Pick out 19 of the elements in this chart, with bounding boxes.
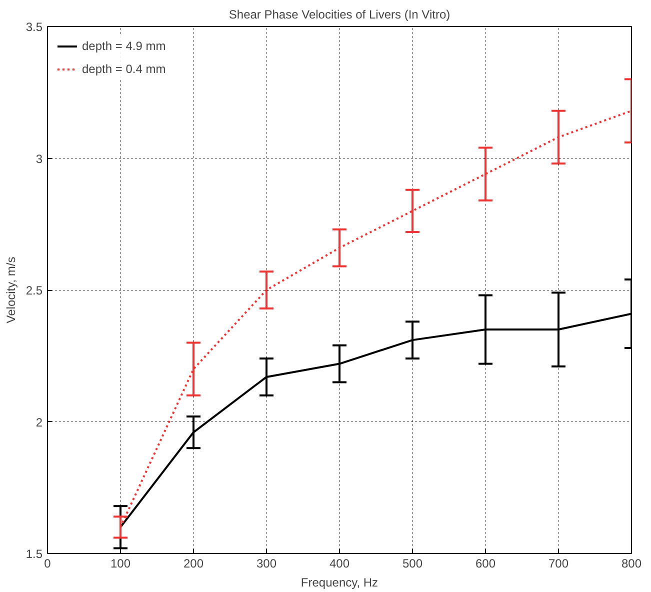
y-tick-label: 1.5 — [26, 547, 43, 561]
y-tick-label: 2.5 — [26, 284, 43, 298]
y-tick-label: 3 — [36, 152, 43, 166]
x-tick-label: 100 — [110, 556, 131, 570]
x-tick-label: 600 — [475, 556, 496, 570]
x-tick-label: 200 — [183, 556, 204, 570]
y-axis-title: Velocity, m/s — [4, 256, 18, 324]
chart-title: Shear Phase Velocities of Livers (In Vitro) — [228, 8, 450, 22]
x-axis-title: Frequency, Hz — [300, 576, 378, 590]
x-tick-label: 300 — [256, 556, 277, 570]
x-tick-label: 0 — [44, 556, 52, 570]
x-tick-label: 700 — [548, 556, 569, 570]
x-tick-label: 800 — [621, 556, 642, 570]
x-tick-label: 400 — [329, 556, 350, 570]
x-tick-label: 500 — [402, 556, 423, 570]
legend-label: depth = 0.4 mm — [82, 62, 166, 76]
legend-label: depth = 4.9 mm — [82, 39, 166, 53]
y-tick-label: 3.5 — [26, 20, 43, 34]
y-tick-label: 2 — [36, 415, 43, 430]
